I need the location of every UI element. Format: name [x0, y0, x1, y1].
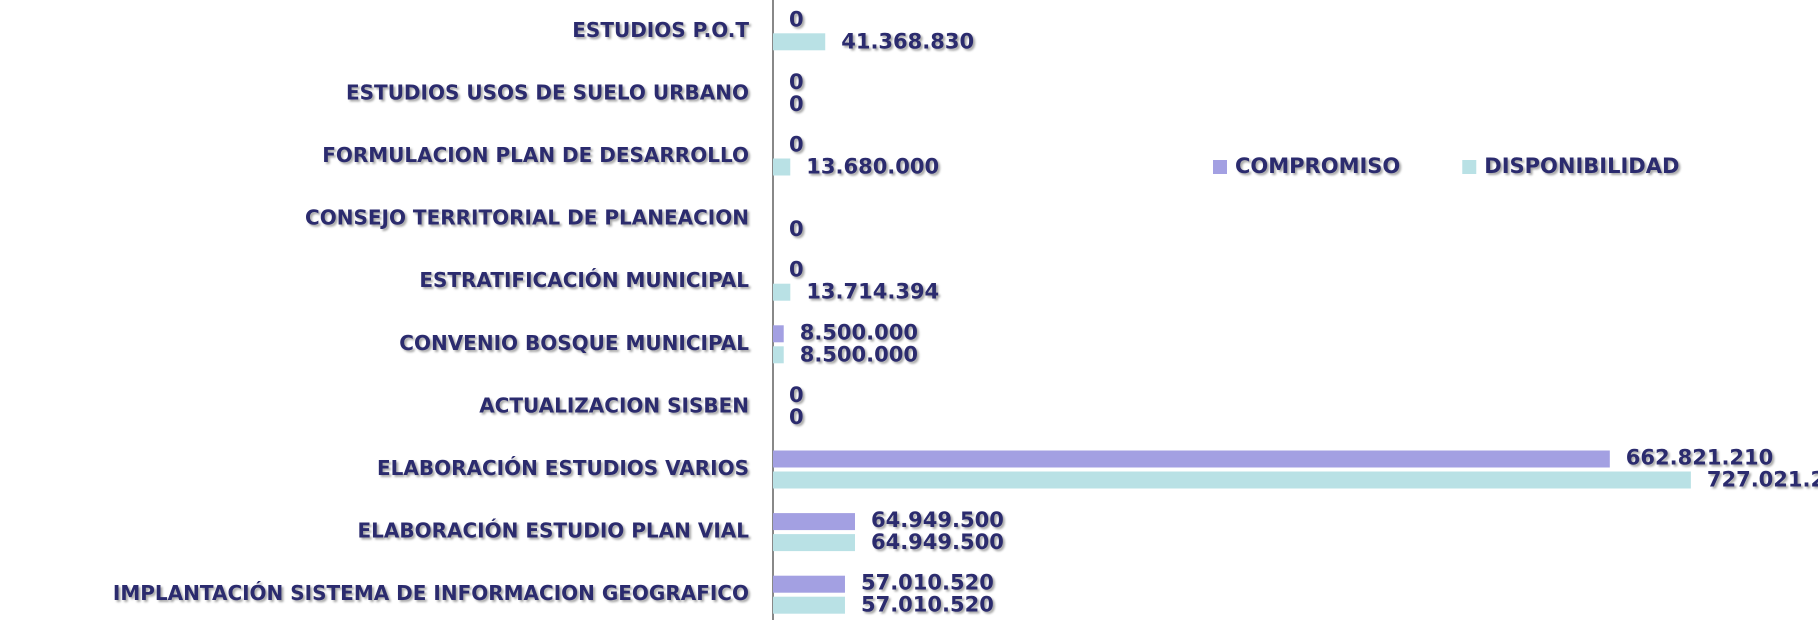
legend-label: DISPONIBILIDAD: [1484, 154, 1679, 178]
value-label: 0: [789, 217, 804, 241]
category-label: IMPLANTACIÓN SISTEMA DE INFORMACION GEOG…: [113, 581, 749, 605]
value-label: 662.821.210: [1626, 446, 1773, 470]
category-label: ELABORACIÓN ESTUDIO PLAN VIAL: [357, 519, 749, 543]
value-label: 0: [789, 70, 804, 94]
bar: [773, 283, 791, 301]
value-label: 64.949.500: [871, 508, 1004, 532]
bar: [773, 513, 855, 531]
value-label: 0: [789, 383, 804, 407]
bar: [773, 534, 855, 552]
value-label: 8.500.000: [800, 342, 918, 366]
category-label: CONSEJO TERRITORIAL DE PLANEACION: [305, 206, 749, 230]
value-label: 727.021.210: [1707, 468, 1818, 492]
legend-swatch: [1213, 160, 1227, 174]
legend-swatch: [1462, 160, 1477, 174]
category-label: ESTUDIOS USOS DE SUELO URBANO: [346, 80, 749, 104]
bar: [773, 325, 784, 343]
category-label: CONVENIO BOSQUE MUNICIPAL: [399, 331, 749, 355]
value-label: 57.010.520: [861, 593, 994, 617]
value-label: 0: [789, 258, 804, 282]
bar: [773, 33, 826, 51]
value-label: 0: [789, 133, 804, 157]
value-label: 0: [789, 7, 804, 31]
legend-label: COMPROMISO: [1235, 154, 1400, 178]
bar: [773, 450, 1610, 468]
value-label: 13.680.000: [806, 155, 939, 179]
bar: [773, 596, 845, 614]
category-label: ELABORACIÓN ESTUDIOS VARIOS: [377, 456, 749, 480]
value-label: 0: [789, 405, 804, 429]
bar: [773, 471, 1691, 489]
value-label: 13.714.394: [806, 280, 939, 304]
bar: [773, 346, 784, 364]
value-label: 41.368.830: [841, 29, 974, 53]
category-label: ESTRATIFICACIÓN MUNICIPAL: [419, 268, 749, 292]
value-label: 64.949.500: [871, 530, 1004, 554]
bar: [773, 575, 845, 593]
value-label: 8.500.000: [800, 320, 918, 344]
value-label: 0: [789, 92, 804, 116]
bar: [773, 158, 791, 176]
category-label: ESTUDIOS P.O.T: [572, 18, 749, 42]
value-label: 57.010.520: [861, 571, 994, 595]
category-label: ACTUALIZACION SISBEN: [479, 393, 749, 417]
category-label: FORMULACION PLAN DE DESARROLLO: [322, 143, 749, 167]
